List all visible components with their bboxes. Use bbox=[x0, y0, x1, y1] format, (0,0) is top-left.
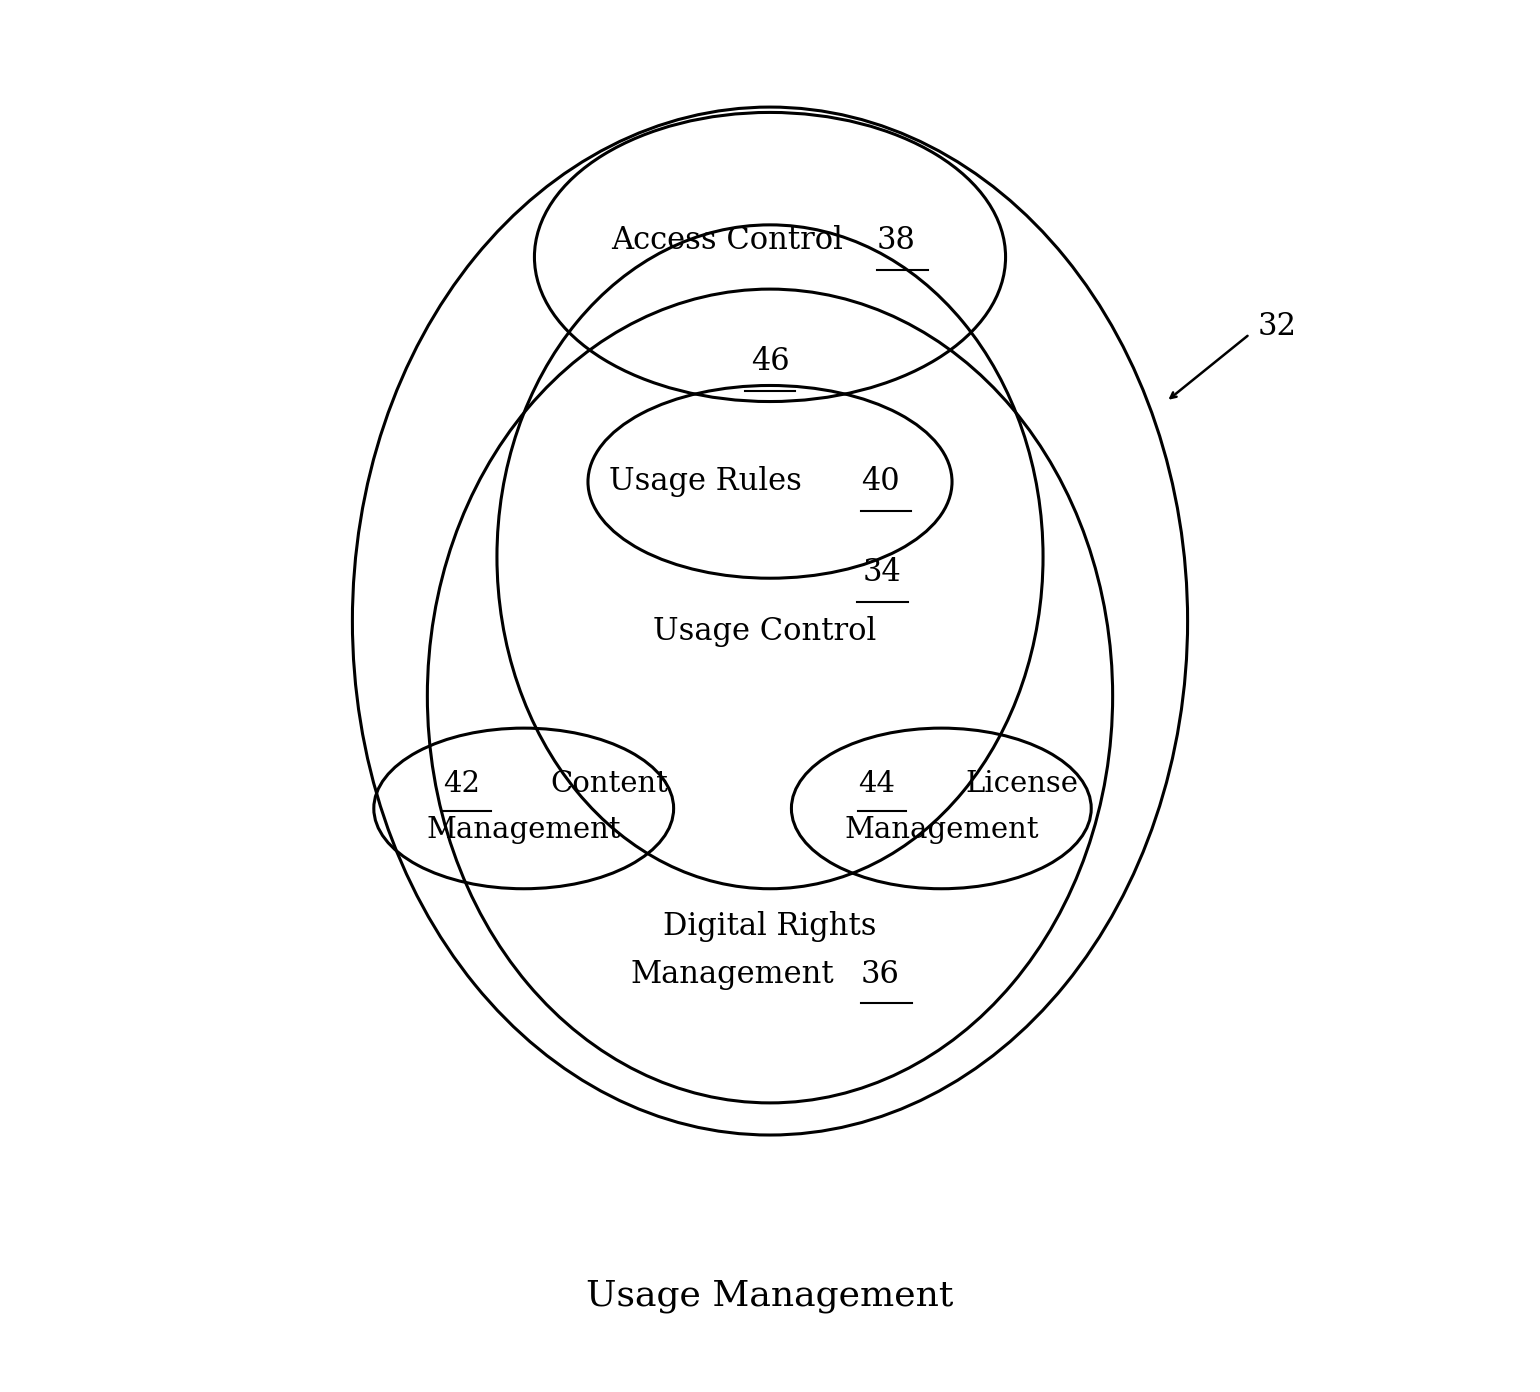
Text: 44: 44 bbox=[858, 770, 895, 798]
Text: 42: 42 bbox=[444, 770, 480, 798]
Text: Management: Management bbox=[427, 816, 621, 844]
Text: 32: 32 bbox=[1257, 310, 1297, 342]
Text: 36: 36 bbox=[861, 959, 899, 990]
Text: Management: Management bbox=[631, 959, 835, 990]
Text: Digital Rights: Digital Rights bbox=[664, 910, 876, 942]
Text: 34: 34 bbox=[862, 557, 902, 589]
Text: Access Control: Access Control bbox=[611, 226, 842, 256]
Text: 38: 38 bbox=[878, 226, 916, 256]
Text: Content: Content bbox=[550, 770, 668, 798]
Text: 40: 40 bbox=[861, 466, 899, 497]
Text: License: License bbox=[966, 770, 1078, 798]
Text: Usage Management: Usage Management bbox=[587, 1279, 953, 1313]
Text: Usage Rules: Usage Rules bbox=[610, 466, 802, 497]
Text: Usage Control: Usage Control bbox=[653, 617, 876, 647]
Text: Management: Management bbox=[844, 816, 1038, 844]
Text: 46: 46 bbox=[750, 347, 790, 377]
